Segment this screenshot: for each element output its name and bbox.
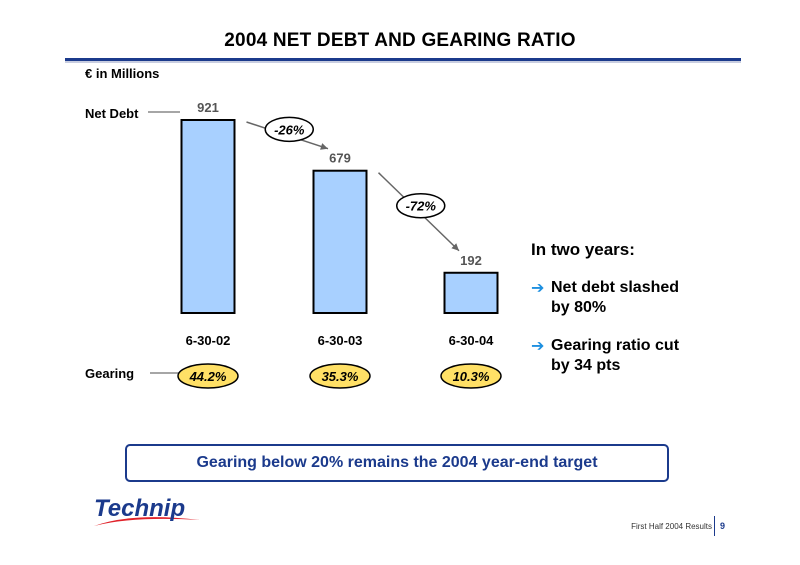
summary-item-net-debt: ➔ Net debt slashed by 80% xyxy=(531,278,731,318)
unit-label: € in Millions xyxy=(85,66,160,81)
category-label: 6-30-02 xyxy=(186,333,231,348)
bar-6-30-02 xyxy=(180,119,236,314)
footer-text: First Half 2004 Results xyxy=(631,522,712,531)
gearing-value: 44.2% xyxy=(189,369,227,384)
net-debt-label: Net Debt xyxy=(85,106,139,121)
summary-item-line: Net debt slashed xyxy=(551,279,680,296)
summary-panel: In two years: ➔ Net debt slashed by 80% … xyxy=(531,240,731,376)
category-label: 6-30-04 xyxy=(449,333,495,348)
category-label: 6-30-03 xyxy=(318,333,363,348)
bar-value-label: 921 xyxy=(197,100,219,115)
page-number: 9 xyxy=(720,521,726,531)
bar-6-30-04 xyxy=(443,271,499,314)
gearing-oval xyxy=(177,363,239,389)
gearing-oval xyxy=(440,363,502,389)
title-rule xyxy=(65,58,741,61)
summary-heading: In two years: xyxy=(531,240,635,259)
bar-value-label: 192 xyxy=(460,253,482,268)
footer-separator xyxy=(714,516,715,536)
page-title: 2004 NET DEBT AND GEARING RATIO xyxy=(224,30,576,51)
bar-6-30-03 xyxy=(312,169,368,314)
gearing-value: 35.3% xyxy=(322,369,359,384)
change-arrow-head xyxy=(320,143,328,150)
gearing-label: Gearing xyxy=(85,366,135,381)
arrow-bullet-icon: ➔ xyxy=(531,336,545,355)
logo-wordmark: Technip xyxy=(94,495,185,522)
change-oval xyxy=(396,192,446,219)
summary-item-gearing: ➔ Gearing ratio cut by 34 pts xyxy=(531,336,731,376)
arrow-bullet-icon: ➔ xyxy=(531,278,545,297)
bar-value-label: 679 xyxy=(329,151,351,166)
summary-item-line: by 34 pts xyxy=(551,357,621,374)
summary-item-line: by 80% xyxy=(551,299,607,316)
change-percent: -26% xyxy=(274,122,305,137)
logo-swoosh xyxy=(94,517,200,526)
change-percent: -72% xyxy=(406,199,437,214)
summary-item-line: Gearing ratio cut xyxy=(551,337,680,354)
gearing-value: 10.3% xyxy=(453,369,490,384)
title-rule-shadow xyxy=(65,61,741,63)
change-arrow-head xyxy=(451,243,459,251)
year-end-target-banner: Gearing below 20% remains the 2004 year-… xyxy=(125,444,669,482)
gearing-oval xyxy=(309,363,371,389)
change-oval xyxy=(264,116,314,143)
technip-logo: Technip xyxy=(94,495,200,526)
